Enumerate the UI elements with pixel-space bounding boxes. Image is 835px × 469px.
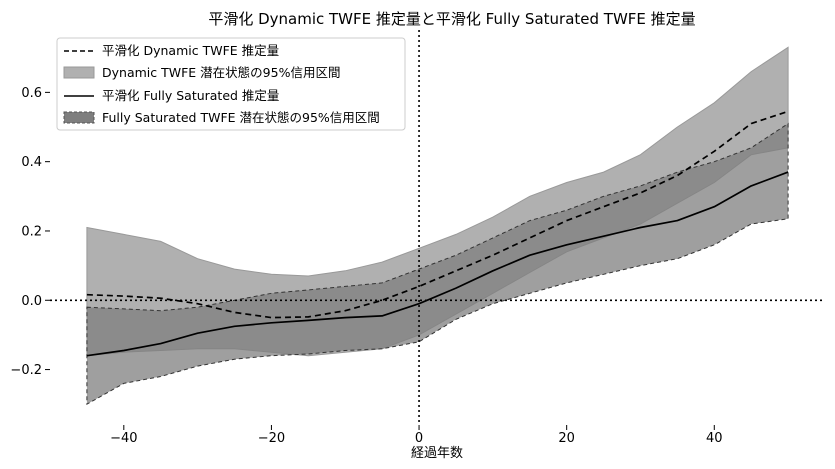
x-tick-label: −20	[258, 431, 285, 446]
x-axis-label: 経過年数	[411, 446, 463, 461]
saturated-ci-band	[86, 122, 789, 406]
y-tick-label: 0.2	[21, 224, 42, 239]
legend-swatch-dynamic-band	[63, 66, 95, 79]
reference-lines	[50, 30, 825, 425]
x-tick-label: 40	[706, 431, 723, 446]
y-tick-label: 0.0	[21, 294, 42, 309]
x-tick-label: 20	[558, 431, 575, 446]
chart-title: 平滑化 Dynamic TWFE 推定量と平滑化 Fully Saturated…	[208, 10, 695, 28]
legend: 平滑化 Dynamic TWFE 推定量 Dynamic TWFE 潜在状態の9…	[56, 37, 406, 131]
x-tick-label: 0	[415, 431, 423, 446]
legend-label-dynamic-line: 平滑化 Dynamic TWFE 推定量	[102, 43, 279, 58]
legend-frame	[56, 37, 406, 131]
plot-area	[50, 30, 825, 425]
x-axis: −40 −20 0 20 40	[110, 425, 723, 446]
y-axis: −0.2 0.0 0.2 0.4 0.6	[10, 86, 50, 378]
legend-label-saturated-line: 平滑化 Fully Saturated 推定量	[102, 88, 279, 103]
bands-layer	[86, 46, 789, 406]
legend-swatch-saturated-band	[63, 111, 95, 124]
saturated-estimator-line	[86, 171, 789, 357]
x-tick-label: −40	[110, 431, 137, 446]
y-tick-label: 0.6	[21, 86, 42, 101]
legend-label-dynamic-band: Dynamic TWFE 潜在状態の95%信用区間	[102, 65, 340, 80]
dynamic-estimator-line	[86, 110, 789, 319]
y-tick-label: 0.4	[21, 155, 42, 170]
y-tick-label: −0.2	[10, 363, 42, 378]
legend-label-saturated-band: Fully Saturated TWFE 潜在状態の95%信用区間	[102, 110, 380, 125]
lines-layer	[86, 110, 789, 357]
